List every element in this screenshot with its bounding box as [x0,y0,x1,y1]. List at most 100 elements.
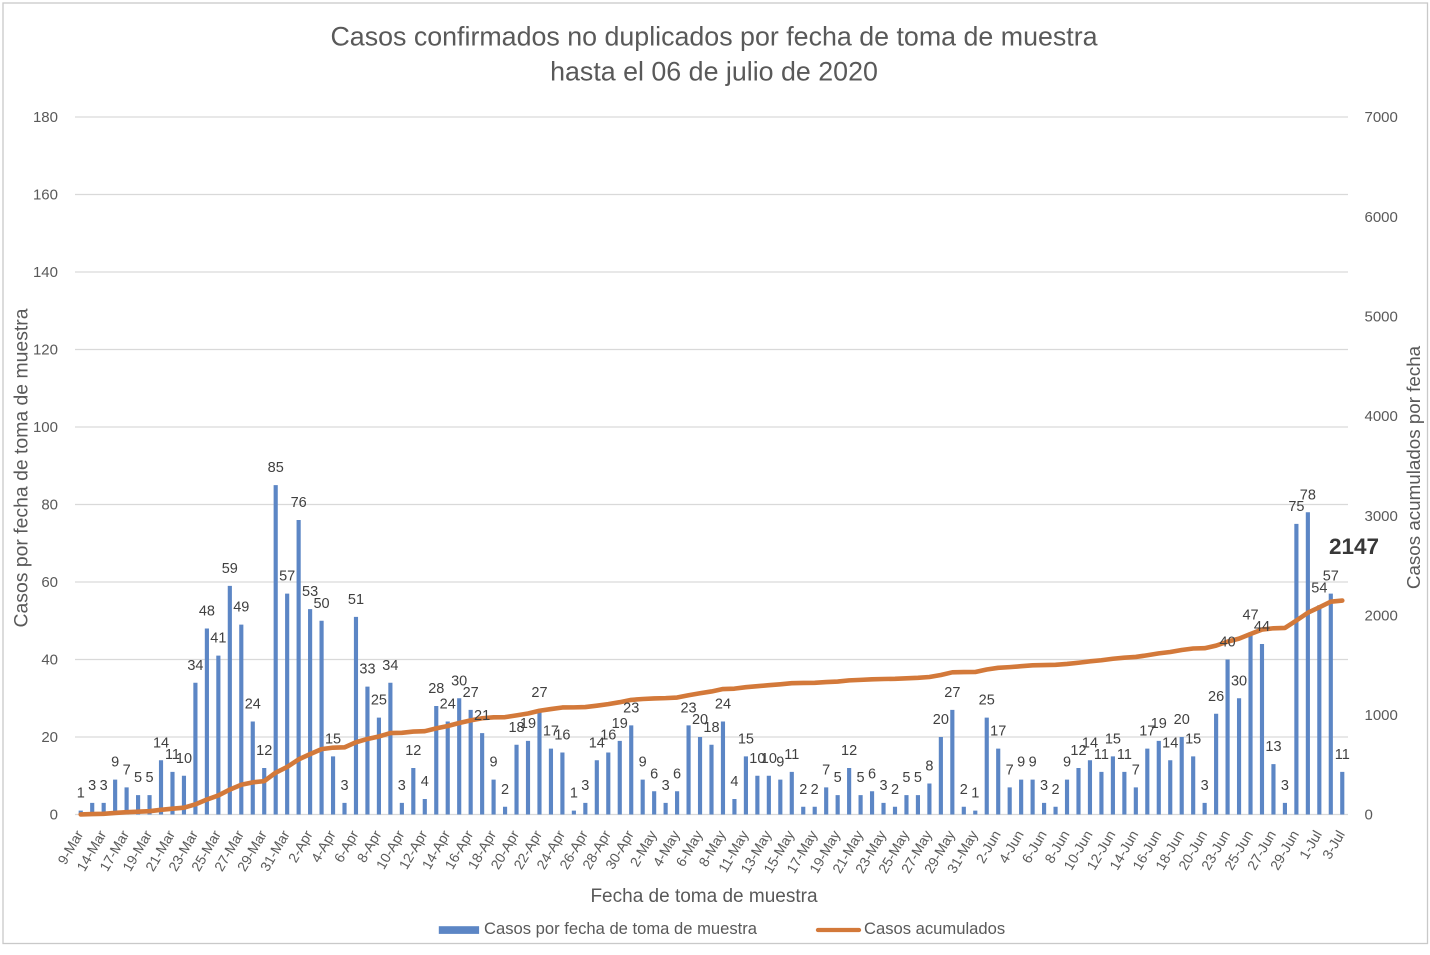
svg-text:24: 24 [245,697,261,713]
svg-text:6: 6 [673,766,681,782]
svg-text:78: 78 [1300,487,1316,503]
svg-text:9: 9 [776,755,784,771]
svg-text:9: 9 [1063,755,1071,771]
svg-text:3: 3 [1040,778,1048,794]
svg-text:16: 16 [554,728,570,744]
svg-text:5: 5 [134,770,142,786]
svg-text:19: 19 [1151,716,1167,732]
svg-text:27: 27 [463,685,479,701]
svg-text:11: 11 [1117,747,1132,763]
svg-text:Casos por fecha de toma de mue: Casos por fecha de toma de muestra [484,919,758,938]
svg-text:23: 23 [623,700,639,716]
svg-text:5: 5 [834,770,842,786]
svg-text:26: 26 [1208,689,1224,705]
svg-text:120: 120 [33,342,58,359]
svg-text:13: 13 [1265,739,1281,755]
svg-text:4: 4 [421,774,429,790]
svg-text:18: 18 [508,720,524,736]
svg-text:17: 17 [543,724,559,740]
svg-text:4: 4 [730,774,738,790]
svg-text:11: 11 [784,747,799,763]
svg-text:14: 14 [1082,735,1098,751]
svg-text:44: 44 [1254,619,1270,635]
svg-text:2: 2 [891,782,899,798]
svg-text:25: 25 [979,693,995,709]
svg-text:50: 50 [313,596,329,612]
svg-text:9: 9 [639,755,647,771]
svg-text:2: 2 [501,782,509,798]
svg-text:9: 9 [1029,755,1037,771]
svg-text:57: 57 [279,569,295,585]
svg-text:15: 15 [1105,731,1121,747]
svg-text:180: 180 [33,109,58,126]
svg-text:8: 8 [925,759,933,775]
svg-text:0: 0 [50,807,58,824]
svg-text:53: 53 [302,584,318,600]
svg-text:12: 12 [1070,743,1086,759]
svg-text:20: 20 [1174,712,1190,728]
svg-text:Casos confirmados no duplicado: Casos confirmados no duplicados por fech… [330,22,1097,52]
svg-text:40: 40 [1220,635,1236,651]
svg-text:Casos acumulados por fecha: Casos acumulados por fecha [1403,345,1424,589]
svg-text:24: 24 [440,697,456,713]
svg-text:5: 5 [902,770,910,786]
svg-text:60: 60 [41,574,58,591]
svg-text:30: 30 [1231,673,1247,689]
svg-text:3: 3 [581,778,589,794]
svg-text:27: 27 [531,685,547,701]
svg-text:14: 14 [589,735,605,751]
svg-text:59: 59 [222,561,238,577]
svg-text:15: 15 [1185,731,1201,747]
svg-text:5: 5 [146,770,154,786]
svg-text:9: 9 [1017,755,1025,771]
svg-text:80: 80 [41,497,58,514]
svg-text:18: 18 [703,720,719,736]
svg-text:0: 0 [1365,807,1373,824]
svg-text:27: 27 [944,685,960,701]
svg-text:3: 3 [340,778,348,794]
svg-text:9: 9 [111,755,119,771]
svg-text:12: 12 [405,743,421,759]
svg-text:20: 20 [933,712,949,728]
svg-text:7000: 7000 [1365,109,1398,126]
svg-text:Casos acumulados: Casos acumulados [864,919,1005,938]
svg-text:9: 9 [490,755,498,771]
svg-text:5000: 5000 [1365,308,1398,325]
svg-text:11: 11 [165,747,180,763]
svg-text:160: 160 [33,187,58,204]
svg-text:1: 1 [971,786,979,802]
svg-text:12: 12 [256,743,272,759]
svg-text:57: 57 [1323,569,1339,585]
svg-text:28: 28 [428,681,444,697]
svg-text:15: 15 [738,731,754,747]
svg-text:11: 11 [1094,747,1109,763]
svg-text:140: 140 [33,264,58,281]
svg-text:5: 5 [857,770,865,786]
svg-text:3000: 3000 [1365,508,1398,525]
svg-text:10: 10 [761,751,777,767]
svg-text:1000: 1000 [1365,707,1398,724]
svg-text:7: 7 [1006,762,1014,778]
svg-text:11: 11 [1335,747,1350,763]
svg-text:40: 40 [41,652,58,669]
svg-text:1: 1 [77,786,85,802]
svg-text:16: 16 [600,728,616,744]
svg-text:49: 49 [233,600,249,616]
svg-text:7: 7 [822,762,830,778]
svg-text:10: 10 [749,751,765,767]
svg-text:6: 6 [650,766,658,782]
svg-text:34: 34 [382,658,398,674]
svg-text:14: 14 [153,735,169,751]
svg-text:2: 2 [1052,782,1060,798]
svg-text:hasta el 06 de julio de 2020: hasta el 06 de julio de 2020 [550,57,878,87]
svg-text:2: 2 [811,782,819,798]
svg-text:3: 3 [88,778,96,794]
svg-text:75: 75 [1288,499,1304,515]
svg-text:17: 17 [990,724,1006,740]
svg-text:14: 14 [1162,735,1178,751]
svg-text:20: 20 [41,729,58,746]
svg-text:10: 10 [176,751,192,767]
svg-text:51: 51 [348,592,364,608]
svg-text:47: 47 [1242,607,1258,623]
svg-text:1: 1 [570,786,578,802]
